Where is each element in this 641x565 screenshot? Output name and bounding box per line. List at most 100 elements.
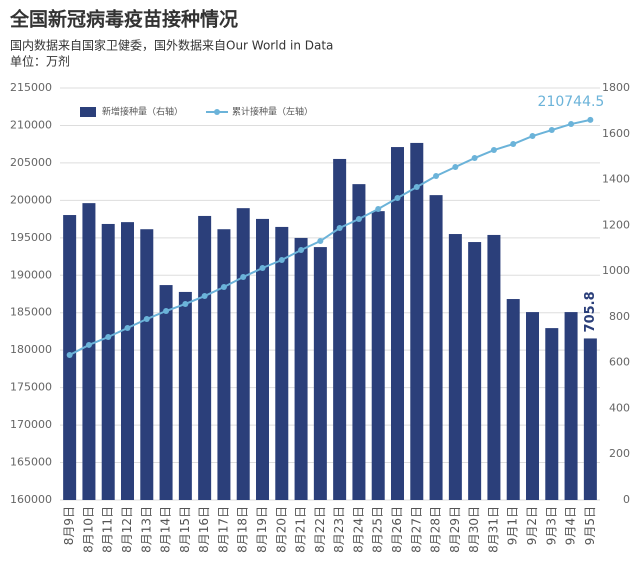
line-point xyxy=(298,247,305,254)
bar xyxy=(526,312,539,500)
line-point xyxy=(471,155,478,162)
bar xyxy=(294,237,308,500)
line-point xyxy=(278,256,285,263)
line-point xyxy=(568,121,575,128)
line-point xyxy=(452,164,459,171)
x-tick-label: 8月19日 xyxy=(255,506,269,553)
line-point xyxy=(413,184,420,191)
y-tick-label: 205000 xyxy=(10,156,52,169)
y-tick-label: 175000 xyxy=(10,381,52,394)
bar xyxy=(506,299,520,500)
line-point xyxy=(182,300,189,307)
unit-note: 单位：万剂 xyxy=(10,54,70,69)
bar xyxy=(140,229,154,501)
x-tick-label: 8月31日 xyxy=(486,506,500,553)
line-point xyxy=(336,225,343,232)
bar xyxy=(198,215,212,500)
bar xyxy=(352,184,366,500)
bar xyxy=(313,247,327,500)
x-tick-label: 8月15日 xyxy=(178,506,192,553)
bar xyxy=(333,158,347,500)
x-tick-label: 8月13日 xyxy=(139,506,153,553)
y2-tick-label: 800 xyxy=(609,310,630,323)
line-point xyxy=(124,325,131,332)
bar xyxy=(371,211,385,501)
y-tick-label: 210000 xyxy=(10,118,52,131)
x-tick-label: 8月16日 xyxy=(197,506,211,553)
x-tick-label: 8月27日 xyxy=(409,506,423,553)
bar xyxy=(256,218,269,500)
x-tick-label: 8月10日 xyxy=(81,506,95,553)
legend-swatch xyxy=(214,109,220,115)
x-tick-label: 8月29日 xyxy=(448,506,462,553)
line-point xyxy=(587,116,594,123)
line-point xyxy=(394,194,401,201)
data-label: 705.8 xyxy=(583,291,598,332)
y-tick-label: 180000 xyxy=(10,343,52,356)
x-tick-label: 8月12日 xyxy=(120,506,134,553)
y-tick-label: 190000 xyxy=(10,268,52,281)
y-tick-label: 215000 xyxy=(10,81,52,94)
x-tick-label: 8月14日 xyxy=(159,506,173,553)
legend-label: 累计接种量（左轴） xyxy=(232,106,313,118)
line xyxy=(69,118,591,356)
y2-tick-label: 1600 xyxy=(602,127,630,140)
line-point xyxy=(548,127,555,134)
bar xyxy=(487,234,501,501)
x-tick-label: 8月28日 xyxy=(429,506,443,553)
y2-tick-label: 1000 xyxy=(602,264,630,277)
bar xyxy=(159,285,173,500)
y2-tick-label: 0 xyxy=(623,493,630,506)
x-tick-label: 8月23日 xyxy=(332,506,346,553)
x-tick-label: 9月4日 xyxy=(564,506,578,545)
line-point xyxy=(375,205,382,212)
line-point xyxy=(220,284,227,291)
x-tick-label: 8月11日 xyxy=(101,506,115,553)
line-point xyxy=(163,308,170,315)
bar xyxy=(545,328,559,500)
x-tick-label: 9月2日 xyxy=(525,506,539,545)
chart-title: 全国新冠病毒疫苗接种情况 xyxy=(9,8,238,31)
x-tick-label: 8月25日 xyxy=(371,506,385,553)
x-tick-label: 8月26日 xyxy=(390,506,404,553)
x-tick-label: 8月30日 xyxy=(467,506,481,553)
x-tick-label: 8月22日 xyxy=(313,506,327,553)
bar xyxy=(217,229,231,501)
y2-tick-label: 1200 xyxy=(602,218,630,231)
legend-label: 新增接种量（右轴） xyxy=(102,106,183,118)
line-point xyxy=(317,238,324,245)
line-point xyxy=(85,341,92,348)
y-tick-label: 170000 xyxy=(10,418,52,431)
line-point xyxy=(66,351,73,358)
line-point xyxy=(433,173,440,180)
y-tick-label: 185000 xyxy=(10,306,52,319)
line-point xyxy=(201,293,208,300)
bar xyxy=(410,142,424,500)
bar xyxy=(275,226,289,501)
line-point xyxy=(259,265,266,272)
x-tick-label: 9月5日 xyxy=(583,506,597,545)
line-point xyxy=(529,133,536,140)
x-tick-label: 8月20日 xyxy=(274,506,288,553)
chart-subtitle: 国内数据来自国家卫健委，国外数据来自Our World in Data xyxy=(10,38,333,53)
line-point xyxy=(105,333,112,340)
x-tick-label: 8月9日 xyxy=(62,506,76,545)
x-tick-label: 8月18日 xyxy=(236,506,250,553)
bar xyxy=(391,147,404,500)
y2-tick-label: 400 xyxy=(609,401,630,414)
y-tick-label: 165000 xyxy=(10,456,52,469)
bar xyxy=(236,208,250,500)
bar xyxy=(121,222,134,500)
line-point xyxy=(510,141,517,148)
bar xyxy=(101,223,115,500)
line-point xyxy=(143,316,150,323)
data-label: 210744.5 xyxy=(538,94,605,110)
x-tick-label: 9月1日 xyxy=(506,506,520,545)
bar xyxy=(448,234,462,500)
line-point xyxy=(240,273,247,280)
y2-tick-label: 600 xyxy=(609,356,630,369)
y2-tick-label: 1400 xyxy=(602,173,630,186)
y-tick-label: 200000 xyxy=(10,193,52,206)
bar xyxy=(429,195,443,500)
